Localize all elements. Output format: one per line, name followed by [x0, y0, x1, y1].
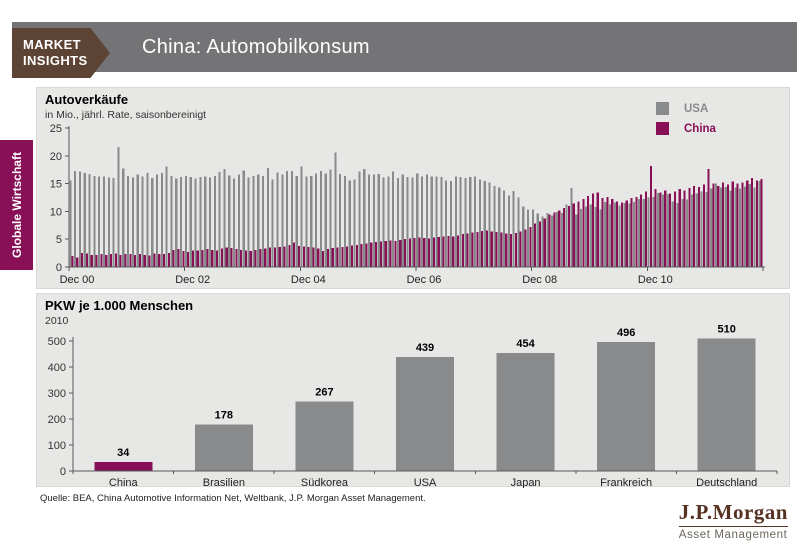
- page-title: China: Automobilkonsum: [142, 35, 370, 58]
- svg-text:Japan: Japan: [511, 477, 541, 488]
- svg-text:500: 500: [48, 336, 66, 348]
- svg-text:100: 100: [48, 440, 66, 452]
- logo-wordmark: J.P.Morgan: [678, 500, 788, 527]
- svg-text:0: 0: [56, 262, 62, 274]
- auto-sales-chart-title: Autoverkäufe: [45, 92, 129, 107]
- svg-text:Dec 00: Dec 00: [60, 274, 95, 286]
- svg-text:Dec 04: Dec 04: [291, 274, 326, 286]
- market-insights-badge: MARKET INSIGHTS: [12, 28, 110, 78]
- svg-text:34: 34: [117, 447, 130, 459]
- svg-text:Dec 02: Dec 02: [175, 274, 210, 286]
- pkw-chart: 0 100 200 300 400 500 34 China 178 Brasilien 267 Sü…: [48, 323, 778, 488]
- svg-text:496: 496: [617, 327, 635, 339]
- svg-text:25: 25: [50, 123, 62, 135]
- svg-text:5: 5: [56, 234, 62, 246]
- svg-text:178: 178: [215, 410, 233, 422]
- svg-text:Südkorea: Südkorea: [301, 477, 349, 488]
- legend-label-usa: USA: [684, 102, 709, 115]
- auto-sales-legend: USA China: [656, 102, 716, 135]
- header-bar: China: Automobilkonsum: [12, 22, 797, 72]
- section-tab-label: Globale Wirtschaft: [9, 152, 24, 258]
- legend-item-usa: USA: [656, 102, 716, 115]
- svg-text:USA: USA: [414, 477, 437, 488]
- svg-text:0: 0: [60, 466, 66, 478]
- china-swatch-icon: [656, 122, 669, 135]
- badge-line1: MARKET: [23, 37, 82, 53]
- legend-item-china: China: [656, 122, 716, 135]
- svg-text:Dec 06: Dec 06: [407, 274, 442, 286]
- badge-line2: INSIGHTS: [23, 53, 88, 68]
- svg-text:Dec 10: Dec 10: [638, 274, 673, 286]
- svg-text:China: China: [109, 477, 139, 488]
- svg-text:300: 300: [48, 388, 66, 400]
- svg-text:439: 439: [416, 342, 434, 354]
- auto-sales-chart-panel: Autoverkäufe in Mio., jährl. Rate, saiso…: [36, 87, 790, 289]
- svg-text:454: 454: [516, 338, 535, 350]
- svg-text:400: 400: [48, 362, 66, 374]
- section-tab-globale-wirtschaft: Globale Wirtschaft: [0, 140, 33, 270]
- logo-subtitle: Asset Management: [678, 529, 788, 541]
- svg-text:Brasilien: Brasilien: [203, 477, 245, 488]
- legend-label-china: China: [684, 122, 716, 135]
- usa-swatch-icon: [656, 102, 669, 115]
- svg-text:15: 15: [50, 179, 62, 191]
- svg-text:Frankreich: Frankreich: [600, 477, 652, 488]
- auto-sales-chart: 0 5 10 15 20 25 Dec 00 Dec 02 Dec 04 Dec 06 Dec 08…: [50, 123, 765, 286]
- pkw-chart-subtitle: 2010: [45, 315, 69, 327]
- svg-text:20: 20: [50, 151, 62, 163]
- source-note: Quelle: BEA, China Automotive Informatio…: [40, 493, 426, 504]
- svg-text:10: 10: [50, 206, 62, 218]
- svg-text:267: 267: [315, 387, 333, 399]
- jpmorgan-logo: J.P.Morgan Asset Management: [678, 500, 788, 541]
- pkw-chart-title: PKW je 1.000 Menschen: [45, 298, 194, 313]
- svg-text:Dec 08: Dec 08: [522, 274, 557, 286]
- svg-text:200: 200: [48, 414, 66, 426]
- svg-text:Deutschland: Deutschland: [696, 477, 757, 488]
- pkw-chart-panel: PKW je 1.000 Menschen 2010 0 100 200 300 400…: [36, 293, 790, 488]
- svg-text:510: 510: [718, 323, 736, 335]
- auto-sales-chart-subtitle: in Mio., jährl. Rate, saisonbereinigt: [45, 109, 207, 121]
